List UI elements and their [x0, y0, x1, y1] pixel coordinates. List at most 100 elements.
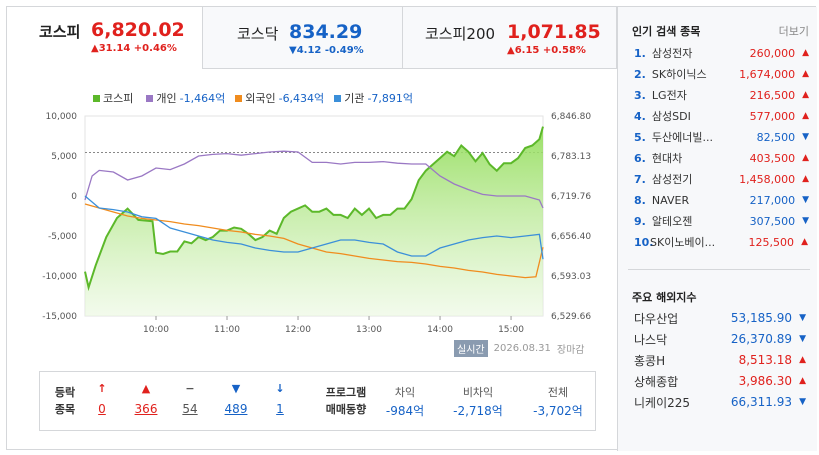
index-price: 26,370.89	[730, 332, 792, 346]
legend-swatch	[334, 94, 342, 102]
popular-stock-row[interactable]: 9. 알테오젠 307,500 ▼	[634, 211, 809, 231]
program-item-value: -984억	[385, 404, 425, 418]
rank-number: 4.	[634, 109, 646, 123]
y-left-tick-label: 0	[71, 192, 77, 202]
stock-name: LG전자	[651, 89, 687, 102]
stock-name: NAVER	[651, 193, 690, 207]
program-label: 프로그램 매매동향	[325, 386, 367, 416]
rank-number: 6.	[634, 151, 646, 165]
x-tick-label: 15:00	[498, 325, 524, 335]
tab-kospi200[interactable]: 코스피200 1,071.85 ▲6.15 +0.58%	[403, 7, 617, 69]
popular-title: 인기 검색 종목	[632, 25, 701, 38]
up-arrow-icon: ▲	[799, 355, 806, 365]
legend-swatch	[235, 94, 243, 102]
legend-label: 개인	[156, 92, 177, 105]
stock-price: 216,500	[749, 88, 796, 102]
breadth-count[interactable]: 54	[182, 402, 198, 416]
index-name: 상해종합	[634, 374, 679, 389]
legend-item: 개인 -1,464억	[146, 90, 225, 106]
program-item-label: 차익	[394, 386, 416, 399]
legend-value: -7,891억	[367, 92, 414, 105]
index-name: 홍콩H	[634, 353, 666, 368]
popular-stock-row[interactable]: 6. 현대차 403,500 ▲	[634, 148, 809, 168]
x-tick-label: 10:00	[143, 325, 169, 335]
legend-item: 외국인 -6,434억	[235, 90, 324, 106]
y-right-tick-label: 6,719.76	[551, 192, 591, 202]
y-right-tick-label: 6,846.80	[551, 112, 591, 122]
y-right-tick-label: 6,656.40	[551, 232, 591, 242]
breadth-count[interactable]: 1	[276, 402, 284, 416]
popular-stock-row[interactable]: 5. 두산에너빌... 82,500 ▼	[634, 127, 809, 147]
tab-kospi[interactable]: 코스피 6,820.02 ▲31.14 +0.46%	[7, 7, 203, 69]
tab-value: 6,820.02	[91, 19, 185, 41]
stock-price: 577,000	[749, 109, 796, 123]
stock-name: 현대차	[651, 152, 683, 165]
overseas-index-row[interactable]: 홍콩H 8,513.18 ▲	[634, 350, 809, 370]
breadth-count[interactable]: 0	[98, 402, 106, 416]
series-line-2	[84, 203, 544, 279]
index-name: 다우산업	[634, 311, 679, 326]
overseas-index-row[interactable]: 니케이225 66,311.93 ▼	[634, 392, 809, 412]
popular-stock-row[interactable]: 4. 삼성SDI 577,000 ▲	[634, 106, 809, 126]
intraday-chart: 10,000 5,000 0 -5,000 -10,000 -15,000 6,846.80…	[42, 112, 591, 335]
popular-stock-row[interactable]: 7. 삼성전기 1,458,000 ▲	[634, 169, 809, 189]
down-arrow-icon: ▼	[799, 313, 806, 323]
tab-change: ▼4.12 -0.49%	[289, 45, 364, 56]
breadth-count[interactable]: 366	[134, 402, 158, 416]
up-arrow-icon: ▲	[802, 48, 809, 58]
index-name: 나스닥	[634, 332, 668, 347]
rank-number: 1.	[634, 46, 646, 60]
market-widget: 코스피 6,820.02 ▲31.14 +0.46% 코스닥 834.29 ▼4…	[6, 6, 817, 451]
stock-price: 82,500	[756, 130, 796, 144]
y-left-tick-label: -10,000	[42, 272, 77, 282]
popular-stock-row[interactable]: 2. SK하이닉스 1,674,000 ▲	[634, 64, 809, 84]
stock-price: 217,000	[749, 193, 796, 207]
index-price: 53,185.90	[730, 311, 792, 325]
popular-stock-row[interactable]: 10. SK이노베이... 125,500 ▲	[634, 232, 809, 252]
program-item-label: 전체	[547, 386, 569, 399]
rank-number: 5.	[634, 130, 646, 144]
legend-label: 코스피	[103, 92, 134, 105]
tab-change: ▲31.14 +0.46%	[91, 43, 177, 54]
rank-number: 3.	[634, 88, 646, 102]
stock-name: 삼성SDI	[651, 110, 691, 123]
x-tick-label: 14:00	[427, 325, 453, 335]
y-left-tick-label: 10,000	[46, 112, 78, 122]
up-arrow-icon: ▲	[802, 69, 809, 79]
index-name: 니케이225	[634, 395, 691, 410]
stock-price: 1,458,000	[739, 172, 796, 186]
program-item-value: -2,718억	[453, 404, 503, 418]
side-panel: 인기 검색 종목 더보기 1. 삼성전자 260,000 ▲ 2. SK하이닉스 1,674…	[617, 7, 817, 451]
popular-stock-row[interactable]: 3. LG전자 216,500 ▲	[634, 85, 809, 105]
tab-kosdaq[interactable]: 코스닥 834.29 ▼4.12 -0.49%	[203, 7, 403, 69]
legend-item: 기관 -7,891억	[334, 90, 413, 106]
stock-price: 260,000	[749, 46, 796, 60]
stock-price: 307,500	[749, 214, 796, 228]
down-arrow-icon: ▼	[802, 132, 809, 142]
popular-stock-row[interactable]: 8. NAVER 217,000 ▼	[634, 190, 809, 210]
series-line-0	[84, 126, 544, 292]
legend-swatch	[93, 94, 100, 102]
down-arrow-icon: ▼	[802, 216, 809, 226]
overseas-title: 주요 해외지수	[632, 291, 697, 304]
more-link[interactable]: 더보기	[778, 25, 809, 38]
index-price: 66,311.93	[730, 395, 792, 409]
popular-stock-row[interactable]: 1. 삼성전자 260,000 ▲	[634, 43, 809, 63]
y-right-tick-label: 6,593.03	[551, 272, 591, 282]
chart-timestamp: 실시간 2026.08.31 장마감	[454, 340, 584, 357]
stock-price: 125,500	[748, 235, 795, 249]
overseas-index-row[interactable]: 다우산업 53,185.90 ▼	[634, 308, 809, 328]
market-summary: 등락 종목 ↑ 0 ▲ 366 − 54 ▼ 489 ↓ 1 프로그램 매매동향 차익 -984억 비…	[39, 371, 596, 431]
stock-price: 1,674,000	[739, 67, 796, 81]
up-arrow-icon: ▲	[801, 237, 808, 247]
overseas-index-row[interactable]: 상해종합 3,986.30 ▲	[634, 371, 809, 391]
rank-number: 9.	[634, 214, 646, 228]
overseas-index-row[interactable]: 나스닥 26,370.89 ▼	[634, 329, 809, 349]
tab-value: 834.29	[289, 21, 363, 43]
up-arrow-icon: ▲	[802, 174, 809, 184]
up-arrow-icon: ▲	[799, 376, 806, 386]
chart-legend: 코스피 개인 -1,464억 외국인 -6,434억 기관 -7,891억	[93, 90, 413, 106]
up-arrow-icon: ▲	[802, 111, 809, 121]
breadth-label: 등락 종목	[54, 386, 76, 416]
breadth-count[interactable]: 489	[224, 402, 248, 416]
